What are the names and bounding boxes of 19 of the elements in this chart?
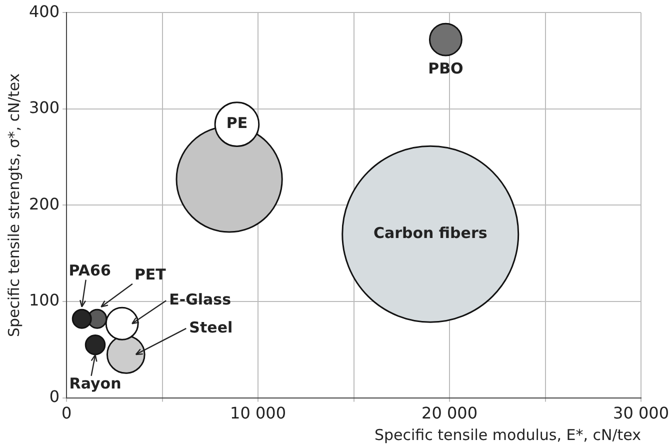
y-tick-label: 400 xyxy=(28,2,60,21)
series-label: PBO xyxy=(428,59,464,78)
x-tick-label: 30 000 xyxy=(613,404,669,423)
y-tick-label: 0 xyxy=(49,386,60,406)
y-tick-label: 200 xyxy=(28,194,60,214)
series-label: PE xyxy=(226,114,248,132)
y-tick-label: 300 xyxy=(28,98,60,118)
y-axis-title: Specific tensile strengts, σ*, cN/tex xyxy=(4,73,23,338)
text: PA66 xyxy=(68,262,111,280)
x-tick-label: 20 000 xyxy=(422,404,478,423)
series-label: Carbon fibers xyxy=(373,224,488,242)
x-tick-label: 0 xyxy=(61,404,72,423)
text: E-Glass xyxy=(169,290,232,309)
y-tick-label: 100 xyxy=(28,290,60,310)
text: PET xyxy=(134,266,167,284)
x-axis-title: Specific tensile modulus, E*, cN/tex xyxy=(374,426,642,444)
text: Steel xyxy=(189,318,233,336)
legend-label: Rayon xyxy=(69,374,122,393)
x-tick-label: 10 000 xyxy=(230,404,286,423)
